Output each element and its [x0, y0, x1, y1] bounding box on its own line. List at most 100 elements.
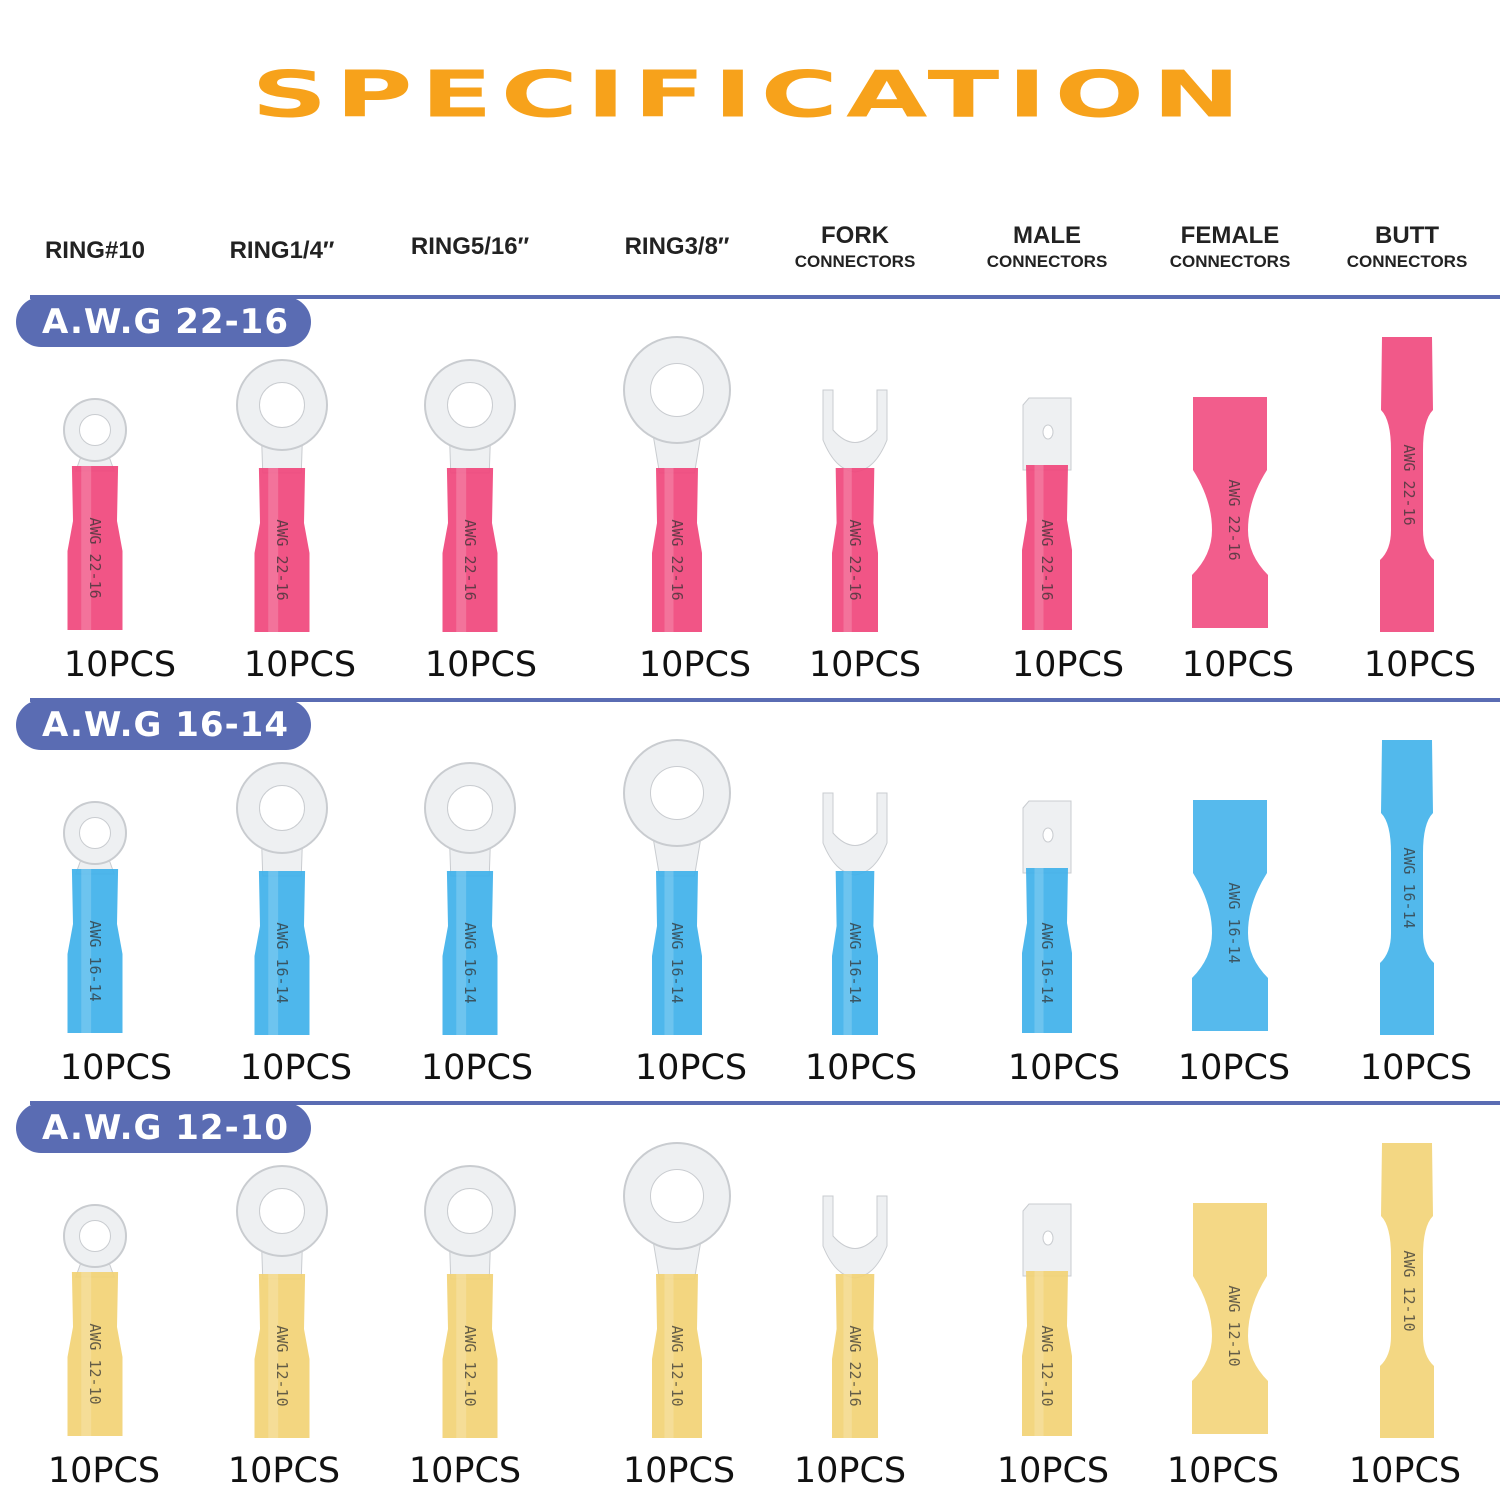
quantity-label: 10PCS: [804, 1048, 918, 1088]
quantity-label: 10PCS: [63, 645, 177, 685]
insulation-sleeve: [67, 1272, 123, 1436]
ring-hole: [447, 785, 493, 831]
insulation-sleeve: [832, 1274, 878, 1438]
sleeve-highlight: [843, 1274, 852, 1438]
quantity-label: 10PCS: [239, 1048, 353, 1088]
insulation-sleeve: [1022, 1271, 1072, 1436]
ring-hole: [79, 414, 111, 446]
column-label: RING1/4″: [229, 237, 335, 264]
insulation-sleeve: [832, 871, 878, 1035]
insulation-sleeve: [652, 468, 702, 632]
butt-connector: AWG 22-16: [1380, 337, 1434, 632]
quantity-label: 10PCS: [1007, 1048, 1121, 1088]
print-marking: AWG 22-16: [461, 519, 479, 600]
sleeve-highlight: [268, 1274, 279, 1438]
print-marking: AWG 16-14: [1038, 922, 1056, 1003]
quantity-label: 10PCS: [424, 645, 538, 685]
column-sublabel: CONNECTORS: [1169, 252, 1291, 271]
ring-1-4-connector: AWG 16-14: [236, 762, 328, 1035]
print-marking: AWG 12-10: [1400, 1250, 1418, 1331]
butt-connector: AWG 12-10: [1380, 1143, 1434, 1438]
print-marking: AWG 16-14: [461, 922, 479, 1003]
ring-hole: [79, 817, 111, 849]
quantity-label: 10PCS: [622, 1451, 736, 1491]
butt-sleeve: [1380, 1143, 1434, 1438]
quantity-label: 10PCS: [408, 1451, 522, 1491]
sleeve-highlight: [1034, 1271, 1044, 1436]
column-sublabel: CONNECTORS: [986, 252, 1108, 271]
ring-5-16-connector: AWG 12-10: [424, 1165, 516, 1438]
column-header-ring-5-16: RING5/16″: [370, 218, 570, 261]
blade-dimple: [1042, 1230, 1054, 1246]
quantity-label: 10PCS: [1359, 1048, 1473, 1088]
sleeve-highlight: [456, 871, 467, 1035]
gauge-label-pill: A.W.G 16-14: [16, 700, 311, 750]
insulation-sleeve: [254, 871, 310, 1035]
print-marking: AWG 16-14: [1400, 847, 1418, 928]
quantity-label: 10PCS: [793, 1451, 907, 1491]
fork-tines: [822, 1195, 888, 1279]
insulation-sleeve: [652, 871, 702, 1035]
quantity-label: 10PCS: [1177, 1048, 1291, 1088]
ring-1-4-connector: AWG 12-10: [236, 1165, 328, 1438]
insulation-sleeve: [442, 871, 498, 1035]
female-connector: AWG 12-10: [1192, 1203, 1268, 1434]
column-header-fork: FORK CONNECTORS: [755, 222, 955, 272]
print-marking: AWG 22-16: [1038, 519, 1056, 600]
ring-3-8-connector: AWG 16-14: [623, 739, 731, 1035]
quantity-label: 10PCS: [1181, 645, 1295, 685]
column-header-butt: BUTT CONNECTORS: [1307, 222, 1500, 272]
blade-dimple: [1042, 827, 1054, 843]
page-title: SPECIFICATION: [251, 58, 1249, 132]
section-divider: [30, 698, 1500, 702]
quantity-label: 10PCS: [1166, 1451, 1280, 1491]
column-label: RING5/16″: [410, 233, 530, 260]
print-marking: AWG 22-16: [668, 519, 686, 600]
column-label: BUTT: [1375, 222, 1439, 249]
male-connector: AWG 22-16: [1022, 397, 1072, 630]
print-marking: AWG 22-16: [846, 519, 864, 600]
gauge-label-pill: A.W.G 12-10: [16, 1103, 311, 1153]
print-marking: AWG 22-16: [273, 519, 291, 600]
sleeve-highlight: [664, 871, 674, 1035]
sleeve-highlight: [1034, 465, 1044, 630]
sleeve-highlight: [456, 468, 467, 632]
quantity-label: 10PCS: [227, 1451, 341, 1491]
ring-hole: [259, 785, 305, 831]
print-marking: AWG 12-10: [1038, 1325, 1056, 1406]
quantity-label: 10PCS: [638, 645, 752, 685]
sleeve-highlight: [1034, 868, 1044, 1033]
column-sublabel: CONNECTORS: [794, 252, 916, 271]
insulation-sleeve: [67, 466, 123, 630]
column-label: MALE: [1013, 222, 1081, 249]
butt-sleeve: [1380, 337, 1434, 632]
print-marking: AWG 16-14: [846, 922, 864, 1003]
sleeve-highlight: [843, 468, 852, 632]
sleeve-highlight: [456, 1274, 467, 1438]
quantity-label: 10PCS: [808, 645, 922, 685]
ring-3-8-connector: AWG 22-16: [623, 336, 731, 632]
column-sublabel: CONNECTORS: [1346, 252, 1468, 271]
ring-1-4-connector: AWG 22-16: [236, 359, 328, 632]
sleeve-highlight: [268, 871, 279, 1035]
fork-connector: AWG 22-16: [822, 1195, 888, 1438]
male-connector: AWG 16-14: [1022, 800, 1072, 1033]
column-label: FEMALE: [1180, 222, 1280, 249]
sleeve-highlight: [268, 468, 279, 632]
ring-10-connector: AWG 12-10: [63, 1204, 127, 1436]
blade-dimple: [1042, 424, 1054, 440]
gauge-label-pill: A.W.G 22-16: [16, 297, 311, 347]
print-marking: AWG 16-14: [86, 920, 104, 1001]
sleeve-highlight: [81, 869, 92, 1033]
butt-connector: AWG 16-14: [1380, 740, 1434, 1035]
sleeve-highlight: [81, 1272, 92, 1436]
print-marking: AWG 22-16: [846, 1325, 864, 1406]
ring-10-connector: AWG 16-14: [63, 801, 127, 1033]
print-marking: AWG 12-10: [273, 1325, 291, 1406]
print-marking: AWG 22-16: [86, 517, 104, 598]
fork-tines: [822, 792, 888, 876]
quantity-label: 10PCS: [47, 1451, 161, 1491]
ring-hole: [79, 1220, 111, 1252]
